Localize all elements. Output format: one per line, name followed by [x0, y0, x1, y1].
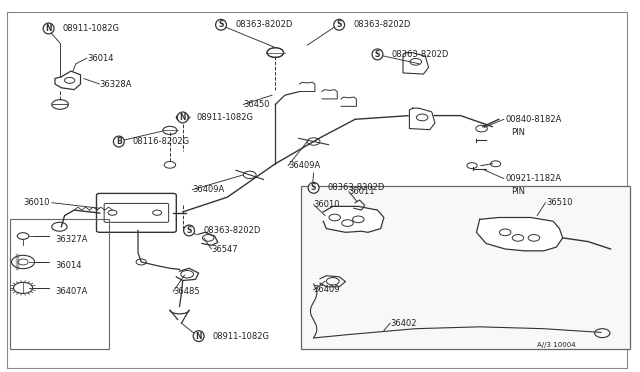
Text: 36547: 36547	[211, 244, 238, 253]
Text: 36327A: 36327A	[55, 235, 88, 244]
Text: PIN: PIN	[511, 128, 525, 137]
Text: 36510: 36510	[547, 198, 573, 207]
Text: 36014: 36014	[87, 54, 113, 62]
Polygon shape	[300, 82, 315, 92]
Text: 08363-8202D: 08363-8202D	[328, 183, 385, 192]
Text: 36450: 36450	[243, 100, 270, 109]
Text: PIN: PIN	[511, 187, 525, 196]
Text: 36409A: 36409A	[288, 161, 320, 170]
Text: S: S	[311, 183, 316, 192]
Text: 08363-8202D: 08363-8202D	[353, 20, 411, 29]
Text: 08911-1082G: 08911-1082G	[63, 24, 120, 33]
Polygon shape	[341, 97, 356, 106]
Text: 36328A: 36328A	[100, 80, 132, 89]
Bar	[10, 219, 109, 349]
Text: 08363-8202D: 08363-8202D	[203, 226, 260, 235]
Polygon shape	[403, 52, 429, 74]
Text: S: S	[218, 20, 224, 29]
Text: 36014: 36014	[55, 261, 81, 270]
Text: 08911-1082G: 08911-1082G	[196, 113, 253, 122]
Text: 08363-8202D: 08363-8202D	[392, 50, 449, 59]
Text: 36011: 36011	[349, 187, 375, 196]
Text: B: B	[116, 137, 122, 146]
Text: 08116-8202G: 08116-8202G	[133, 137, 190, 146]
Text: 36010: 36010	[23, 198, 49, 207]
Text: N: N	[45, 24, 52, 33]
Text: 00921-1182A: 00921-1182A	[505, 174, 561, 183]
Text: 36402: 36402	[390, 319, 417, 328]
Text: S: S	[186, 226, 192, 235]
Polygon shape	[476, 218, 563, 251]
Text: N: N	[195, 331, 202, 341]
Text: 00840-8182A: 00840-8182A	[505, 115, 561, 124]
Text: 36407A: 36407A	[55, 287, 87, 296]
Polygon shape	[410, 108, 435, 130]
Polygon shape	[322, 90, 337, 99]
Text: A//3 10004: A//3 10004	[537, 342, 576, 348]
Text: S: S	[375, 50, 380, 59]
Text: 36485: 36485	[173, 287, 200, 296]
Text: 08911-1082G: 08911-1082G	[212, 331, 269, 341]
Text: 36409A: 36409A	[192, 185, 225, 194]
Text: 08363-8202D: 08363-8202D	[235, 20, 292, 29]
Text: N: N	[179, 113, 186, 122]
Text: 36409: 36409	[314, 285, 340, 294]
Text: 36010: 36010	[314, 200, 340, 209]
Text: S: S	[337, 20, 342, 29]
Polygon shape	[323, 206, 384, 232]
Bar	[301, 186, 630, 349]
